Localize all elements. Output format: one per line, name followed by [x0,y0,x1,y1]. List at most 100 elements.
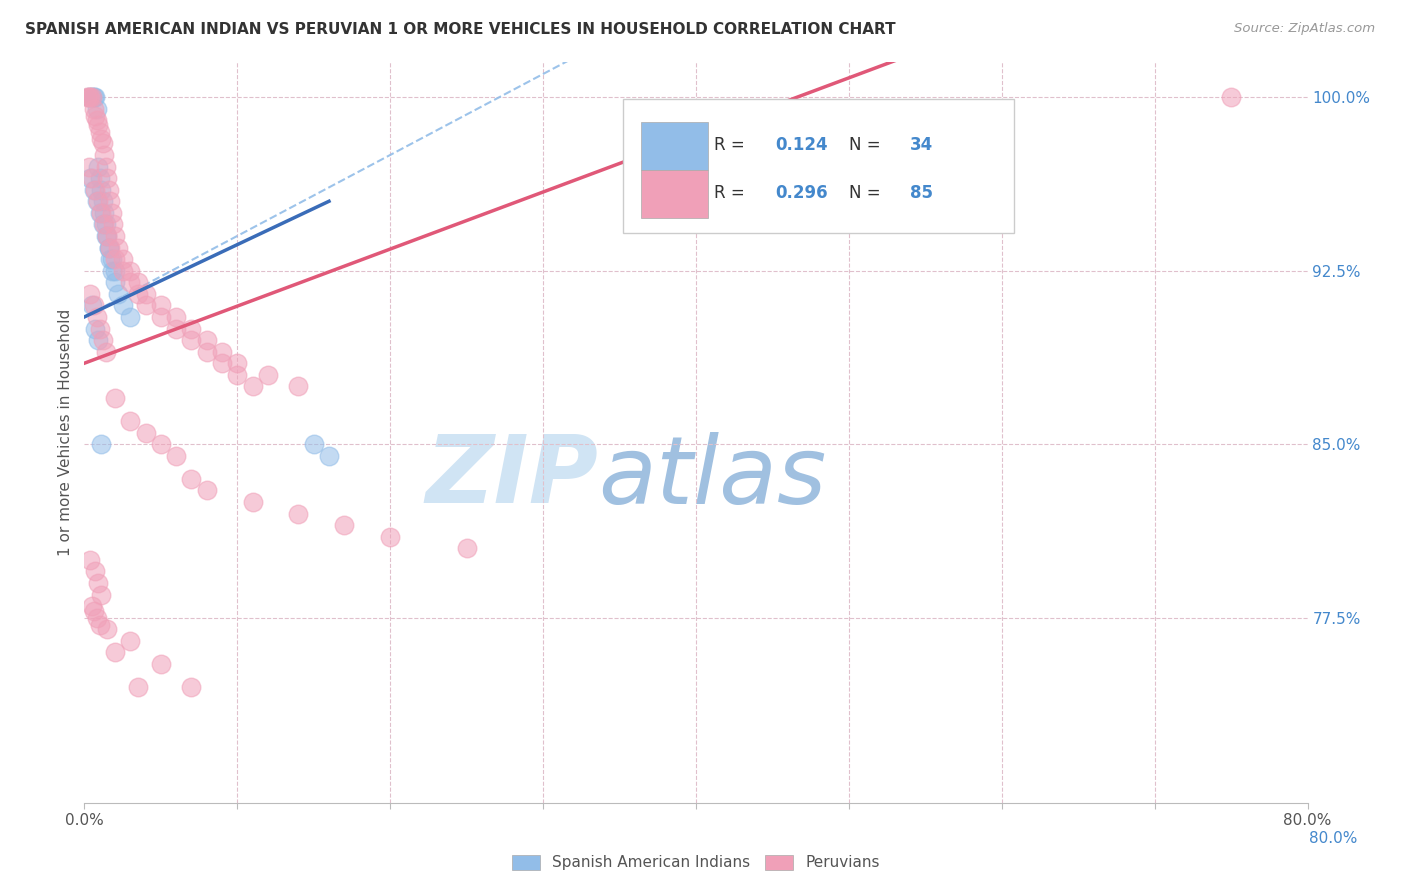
Point [79,553,101,567]
Point [90,183,112,197]
Point [86,194,108,209]
Point [79,286,101,301]
Point [94,229,117,244]
Point [90,437,112,451]
Point [120,310,142,324]
Point [97,183,120,197]
Point [80,298,103,312]
Point [80,599,103,614]
Point [91,136,114,151]
Point [98,252,121,266]
Point [127,680,149,694]
Point [127,275,149,289]
Point [101,263,124,277]
Point [111,252,134,266]
Point [111,263,134,277]
Point [83,604,105,618]
Point [211,344,233,359]
Point [96,229,118,244]
Point [91,333,114,347]
Point [104,275,127,289]
Point [104,229,127,244]
Point [77,90,100,104]
Point [89,171,111,186]
Point [107,286,129,301]
Point [89,206,111,220]
Point [94,218,117,232]
FancyBboxPatch shape [641,121,709,169]
Point [149,657,172,671]
Point [120,263,142,277]
Text: N =: N = [849,185,886,202]
Point [101,252,124,266]
Point [90,206,112,220]
FancyBboxPatch shape [641,169,709,218]
Point [93,148,115,162]
Point [86,113,108,128]
Point [97,240,120,254]
Point [79,171,101,186]
Point [90,132,112,146]
Point [80,90,103,104]
Point [87,576,110,591]
Y-axis label: 1 or more Vehicles in Household: 1 or more Vehicles in Household [58,309,73,557]
Point [127,286,149,301]
Point [456,541,478,556]
Point [86,310,108,324]
Point [111,298,134,312]
Text: R =: R = [714,185,751,202]
Point [96,171,118,186]
Text: SPANISH AMERICAN INDIAN VS PERUVIAN 1 OR MORE VEHICLES IN HOUSEHOLD CORRELATION : SPANISH AMERICAN INDIAN VS PERUVIAN 1 OR… [25,22,896,37]
Text: 85: 85 [910,185,934,202]
Point [120,275,142,289]
Point [83,298,105,312]
Point [195,333,218,347]
Point [135,425,157,440]
Point [226,368,249,382]
Point [195,344,218,359]
Point [80,171,103,186]
Point [333,518,356,533]
Point [94,344,117,359]
Point [107,240,129,254]
Point [98,240,121,254]
Point [1220,90,1243,104]
Point [287,507,309,521]
Text: R =: R = [714,136,751,154]
Point [302,437,325,451]
Point [242,379,264,393]
Point [98,194,121,209]
Point [165,321,187,335]
Point [87,194,110,209]
Point [165,449,187,463]
Point [96,229,118,244]
Point [318,449,340,463]
Point [120,414,142,428]
Point [80,90,103,104]
Point [84,565,107,579]
Point [77,160,100,174]
Point [89,125,111,139]
Point [87,160,110,174]
Point [84,90,107,104]
Point [83,183,105,197]
Point [91,194,114,209]
Point [180,680,202,694]
Point [96,622,118,636]
Point [97,240,120,254]
Point [90,588,112,602]
Point [83,90,105,104]
Point [101,206,124,220]
Point [149,310,172,324]
Point [89,617,111,632]
Point [180,472,202,486]
Point [87,118,110,132]
Text: N =: N = [849,136,886,154]
FancyBboxPatch shape [623,99,1014,233]
Point [86,102,108,116]
Text: 0.296: 0.296 [776,185,828,202]
Point [195,483,218,498]
Point [86,611,108,625]
Point [165,310,187,324]
Point [180,333,202,347]
